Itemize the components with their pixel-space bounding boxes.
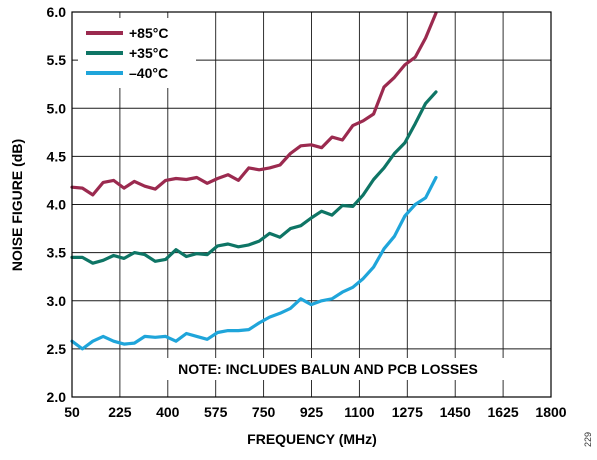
y-tick-label: 3.5	[47, 245, 67, 261]
y-tick-label: 5.0	[47, 100, 67, 116]
x-axis-title: FREQUENCY (MHz)	[247, 431, 377, 447]
x-tick-label: 225	[108, 404, 132, 420]
y-tick-label: 2.5	[47, 341, 67, 357]
legend-label-85c: +85°C	[129, 25, 168, 41]
x-tick-label: 1450	[440, 404, 471, 420]
grid-layer	[72, 12, 551, 397]
legend: +85°C +35°C –40°C	[78, 18, 196, 88]
series-layer	[70, 11, 438, 351]
x-tick-label: 575	[204, 404, 228, 420]
series-line-2	[70, 175, 438, 351]
y-tick-label: 4.5	[47, 148, 67, 164]
y-tick-label: 5.5	[47, 52, 67, 68]
legend-label-35c: +35°C	[129, 45, 168, 61]
x-tick-label: 50	[64, 404, 80, 420]
x-tick-label: 750	[252, 404, 276, 420]
annotation-note: NOTE: INCLUDES BALUN AND PCB LOSSES	[178, 361, 478, 377]
y-tick-label: 4.0	[47, 197, 67, 213]
x-tick-label: 1100	[344, 404, 375, 420]
x-tick-label: 1625	[488, 404, 519, 420]
y-tick-label: 2.0	[47, 389, 67, 405]
x-tick-label: 1275	[392, 404, 423, 420]
x-tick-label: 925	[300, 404, 324, 420]
y-tick-label: 3.0	[47, 293, 67, 309]
y-tick-label: 6.0	[47, 4, 67, 20]
axis-layer: 50 225 400 575 750 925 1100 1275 1450 1625 1800 2.0…	[47, 4, 567, 420]
y-axis-title: NOISE FIGURE (dB)	[9, 139, 25, 271]
x-tick-label: 400	[156, 404, 180, 420]
series-line-1	[70, 90, 438, 265]
plot-frame	[71, 11, 552, 398]
figure-id: 229	[583, 432, 593, 447]
annotation-layer: NOTE: INCLUDES BALUN AND PCB LOSSES	[151, 358, 506, 380]
annotation-background	[151, 358, 506, 380]
legend-label-minus40c: –40°C	[129, 65, 168, 81]
series-line-0	[70, 11, 438, 197]
x-tick-label: 1800	[535, 404, 566, 420]
